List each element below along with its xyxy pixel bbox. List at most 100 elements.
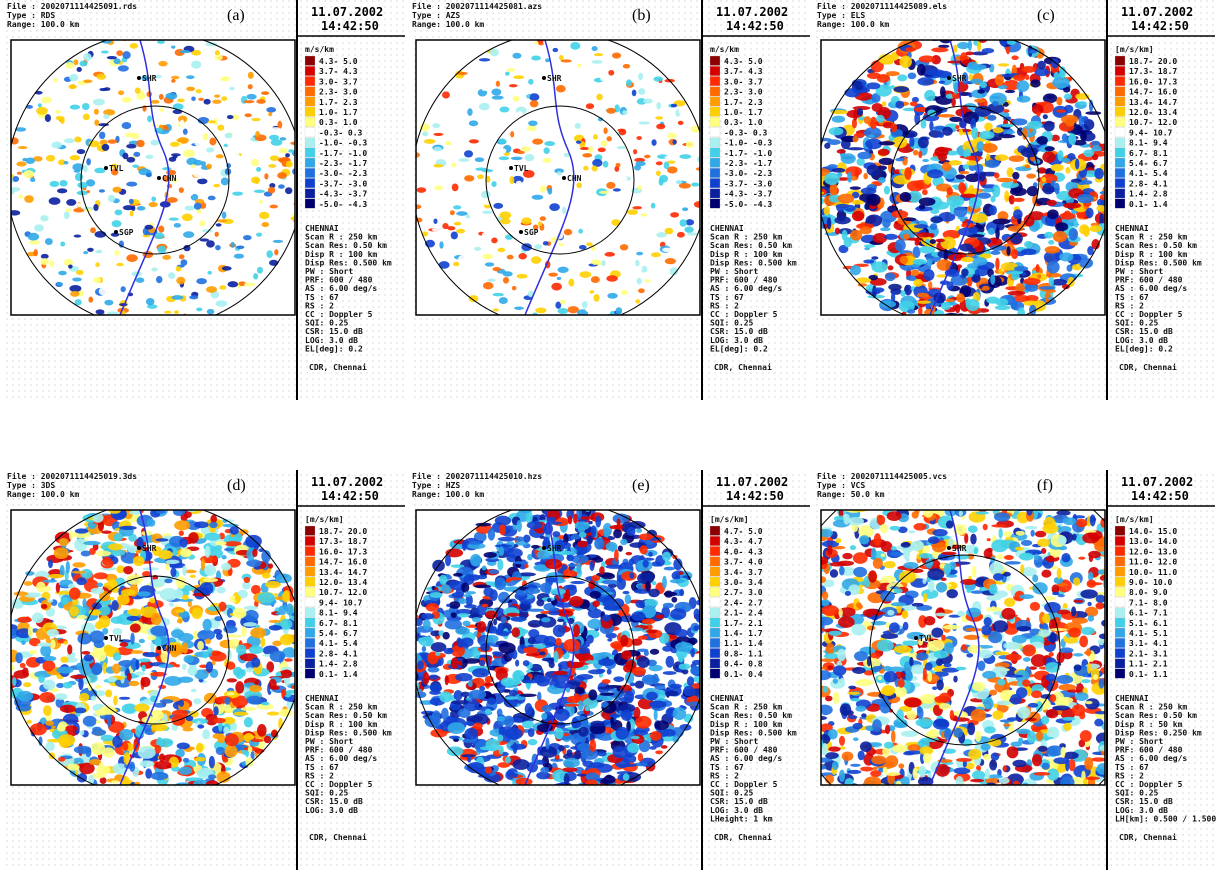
info-line: EL[deg]: 0.2 [1115,344,1173,353]
legend-swatch [1115,608,1125,618]
legend-unit: [m/s/km] [305,515,344,524]
legend-label: 17.3- 18.7 [319,537,367,546]
legend-swatch [710,158,720,168]
legend-swatch [1115,669,1125,679]
legend-label: 4.1- 5.1 [1129,629,1168,638]
legend-label: 4.3- 4.7 [724,537,763,546]
header-line: Range: 50.0 km [817,490,885,499]
legend-swatch [1115,567,1125,577]
legend-swatch [1115,76,1125,86]
legend-label: 3.4- 3.7 [724,568,763,577]
legend-swatch [1115,557,1125,567]
legend-swatch [1115,117,1125,127]
header-line: File : 2002071114425010.hzs [412,471,542,481]
legend-label: 2.3- 3.0 [724,88,763,97]
time: 14:42:50 [726,489,784,503]
legend-label: 4.7- 5.0 [724,527,763,536]
legend-label: -1.0- -0.3 [319,139,367,148]
legend-swatch [710,648,720,658]
site-label: TVL [109,164,124,173]
legend-swatch [1115,546,1125,556]
legend-label: 2.1- 3.1 [1129,649,1168,658]
legend-label: 0.4- 0.8 [724,660,763,669]
legend-swatch [1115,87,1125,97]
legend-swatch [305,127,315,136]
info-line: EL[deg]: 0.2 [710,344,768,353]
info-line: Disp R : 100 km [305,249,377,259]
site-label: CHN [162,644,177,653]
site-label: CHN [162,174,177,183]
legend-label: 3.7- 4.3 [724,67,763,76]
legend-label: -2.3- -1.7 [724,159,772,168]
site-marker [914,636,918,640]
legend-swatch [710,138,720,148]
legend-label: 5.1- 6.1 [1129,619,1168,628]
legend-label: 10.7- 12.0 [1129,118,1177,127]
legend-label: 14.7- 16.0 [319,558,367,567]
time: 14:42:50 [726,19,784,33]
legend-label: 1.1- 1.4 [724,639,763,648]
legend-label: 4.1- 5.4 [319,639,358,648]
time: 14:42:50 [1131,489,1189,503]
legend-swatch [1115,127,1125,136]
legend-swatch [305,618,315,628]
legend-swatch [305,138,315,148]
legend-swatch [1115,178,1125,188]
legend-swatch [1115,97,1125,107]
footer: CDR, Chennai [714,832,772,842]
legend-swatch [305,577,315,587]
legend-label: 4.3- 5.0 [724,57,763,66]
legend-label: -4.3- -3.7 [724,190,772,199]
site-marker [157,176,161,180]
footer: CDR, Chennai [1119,832,1177,842]
legend-label: 1.7- 2.3 [319,98,358,107]
site-label: TVL [919,634,934,643]
header-line: Type : 3DS [7,481,55,490]
legend-label: 3.7- 4.3 [319,67,358,76]
info-line: Disp Res: 0.250 km [1115,727,1202,737]
legend-swatch [305,659,315,669]
legend-swatch [710,127,720,136]
legend-swatch [710,148,720,158]
legend-label: 2.8- 4.1 [319,649,358,658]
legend-label: 16.0- 17.3 [1129,77,1177,86]
date: 11.07.2002 [1121,475,1193,489]
legend-label: 2.3- 3.0 [319,88,358,97]
legend-label: 1.0- 1.7 [724,108,763,117]
legend-label: 9.0- 10.0 [1129,578,1173,587]
legend-label: -3.0- -2.3 [319,169,367,178]
site-marker [137,76,141,80]
legend-label: -3.0- -2.3 [724,169,772,178]
legend-label: 9.4- 10.7 [1129,128,1173,137]
panel-label: (c) [1037,7,1055,24]
panel-label: (e) [632,477,650,494]
info-line: Disp R : 100 km [710,719,782,729]
date: 11.07.2002 [311,5,383,19]
legend-label: 6.7- 8.1 [319,619,358,628]
header-line: File : 2002071114425081.azs [412,1,542,11]
site-label: TVL [109,634,124,643]
legend-swatch [305,158,315,168]
legend-label: 3.1- 4.1 [1129,639,1168,648]
time: 14:42:50 [1131,19,1189,33]
legend-label: 12.0- 13.0 [1129,547,1177,556]
legend-swatch [305,587,315,597]
legend-label: -3.7- -3.0 [319,179,367,188]
legend-label: -3.7- -3.0 [724,179,772,188]
panel: File : 2002071114425089.elsType : ELSRan… [812,0,1215,400]
time: 14:42:50 [321,489,379,503]
legend-swatch [305,669,315,679]
legend-unit: [m/s/km] [710,515,749,524]
footer: CDR, Chennai [309,832,367,842]
footer: CDR, Chennai [309,362,367,372]
time: 14:42:50 [321,19,379,33]
legend-label: 0.3- 1.0 [319,118,358,127]
legend-swatch [710,66,720,76]
site-marker [114,230,118,234]
legend-swatch [305,97,315,107]
legend-swatch [710,577,720,587]
legend-label: 7.1- 8.0 [1129,598,1168,607]
header-line: Range: 100.0 km [817,20,889,29]
legend-label: 18.7- 20.0 [319,527,367,536]
legend-swatch [305,168,315,178]
